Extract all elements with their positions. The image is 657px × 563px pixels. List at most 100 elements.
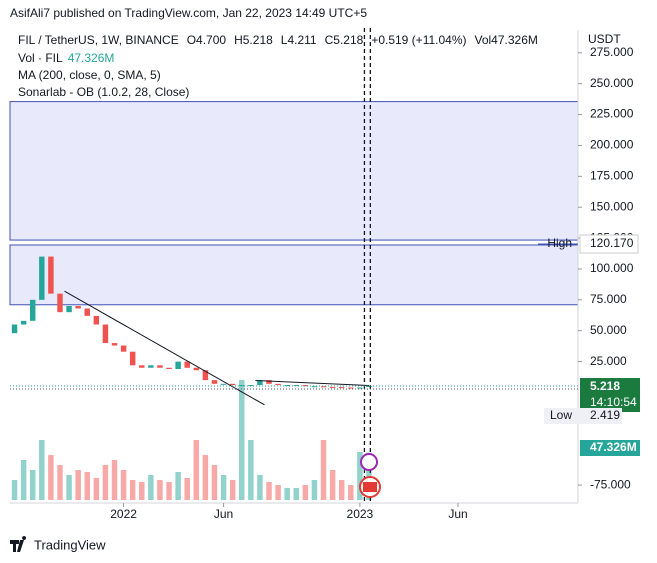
candle-body xyxy=(29,299,36,321)
candle-body xyxy=(139,365,145,368)
candle-body xyxy=(366,386,372,388)
candle-body xyxy=(284,385,290,387)
y-tick-label: 175.000 xyxy=(590,168,634,182)
low-value: 2.419 xyxy=(590,408,620,422)
y-tick-label: 50.000 xyxy=(590,323,627,337)
volume-bar xyxy=(111,460,118,500)
volume-bar xyxy=(239,380,245,500)
candle-body xyxy=(39,256,45,300)
candle-body xyxy=(11,324,18,334)
candle-body xyxy=(338,387,345,389)
candle-body xyxy=(166,367,172,369)
volume-bar xyxy=(148,475,154,500)
volume-bar xyxy=(39,440,45,500)
candle-body xyxy=(66,306,72,313)
volume-bar xyxy=(202,455,209,500)
trendline xyxy=(64,290,265,406)
volume-bar xyxy=(11,480,18,500)
x-tick-label: Jun xyxy=(214,507,233,521)
volume-bar xyxy=(338,480,345,500)
publisher: AsifAli7 published on TradingView.com, J… xyxy=(10,6,367,20)
footer-brand: TradingView xyxy=(34,537,106,552)
volume-bar xyxy=(211,465,218,500)
candle-body xyxy=(120,345,127,352)
order-block xyxy=(9,244,579,306)
volume-bar xyxy=(293,488,299,500)
volume-bar xyxy=(175,472,181,500)
y-tick-label: 25.000 xyxy=(590,354,627,368)
candle-body xyxy=(20,320,27,325)
volume-bar xyxy=(329,470,336,500)
vol-value: 47.326M xyxy=(68,51,115,65)
candle-body xyxy=(57,293,63,313)
candle-body xyxy=(93,315,100,325)
countdown: 14:10:54 xyxy=(590,395,637,409)
volume-bar xyxy=(257,475,263,500)
volume-bar xyxy=(75,470,81,500)
volume-bar xyxy=(348,485,354,500)
volume-value: 47.326M xyxy=(590,440,637,454)
high-value: 120.170 xyxy=(590,236,634,250)
y-tick-label: 150.000 xyxy=(590,199,634,213)
candle-body xyxy=(348,387,354,389)
volume-bar xyxy=(311,480,318,500)
candle-body xyxy=(111,343,118,346)
current-box xyxy=(580,378,640,413)
volume-bar xyxy=(93,478,100,500)
candle-body xyxy=(48,256,54,294)
volume-bar xyxy=(266,482,272,500)
candle-body xyxy=(84,308,90,316)
candle-body xyxy=(357,387,363,389)
volume-bar xyxy=(284,488,290,500)
legend-item: FIL / TetherUS, 1W, BINANCE xyxy=(18,33,179,47)
x-tick-label: Jun xyxy=(448,507,467,521)
volume-bar xyxy=(120,470,127,500)
volume-bar xyxy=(57,465,63,500)
candle-body xyxy=(266,380,272,384)
legend-item: +0.519 (+11.04%) xyxy=(371,33,466,47)
high-box xyxy=(579,234,639,254)
candle-body xyxy=(148,365,154,368)
volume-bar xyxy=(166,482,172,500)
y-tick-label: 225.000 xyxy=(590,107,634,121)
candle-body xyxy=(220,383,227,385)
candle-body xyxy=(257,380,263,386)
volume-bar xyxy=(229,480,236,500)
legend-item: C5.218 xyxy=(325,33,364,47)
candle-body xyxy=(293,385,299,387)
volume-bar xyxy=(193,440,200,500)
volume-bar xyxy=(184,478,190,500)
volume-bar xyxy=(357,452,363,500)
y-tick-label: 250.000 xyxy=(590,76,634,90)
volume-bar xyxy=(129,480,136,500)
y-tick-label: -75.000 xyxy=(590,477,631,491)
volume-bar xyxy=(29,470,36,500)
event-flag xyxy=(363,482,377,492)
candle-body xyxy=(275,383,281,386)
volume-bar xyxy=(220,475,227,500)
candle-body xyxy=(311,386,318,388)
candle-body xyxy=(211,380,218,384)
candle-body xyxy=(193,367,200,371)
volume-bar xyxy=(84,472,90,500)
volume-bar xyxy=(302,485,309,500)
volume-bar xyxy=(157,480,163,500)
candle-body xyxy=(329,386,336,388)
vol-label: Vol · FIL 47.326M xyxy=(18,51,114,65)
footer-logo xyxy=(10,536,27,552)
volume-bar xyxy=(48,455,54,500)
volume-bar xyxy=(248,440,254,500)
trendline xyxy=(255,379,369,387)
candle-body xyxy=(75,306,81,309)
x-tick-label: 2022 xyxy=(110,507,137,521)
candle-body xyxy=(320,386,327,388)
volume-bar xyxy=(275,485,281,500)
candle-body xyxy=(102,324,109,344)
y-tick-label: 75.000 xyxy=(590,292,627,306)
order-block xyxy=(9,101,579,241)
x-tick-label: 2023 xyxy=(347,507,374,521)
legend-item: L4.211 xyxy=(281,33,317,47)
ma-label: MA (200, close, 0, SMA, 5) xyxy=(18,68,161,82)
low-box xyxy=(544,408,622,424)
volume-bar xyxy=(320,440,327,500)
